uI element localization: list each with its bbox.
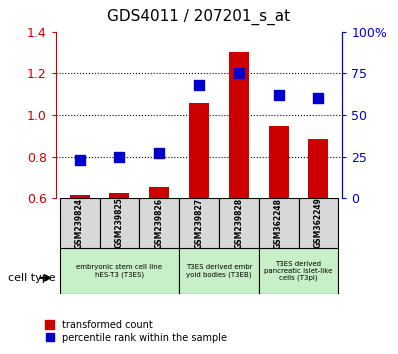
Text: cell type: cell type (8, 273, 56, 283)
Text: T3ES derived
pancreatic islet-like
cells (T3pi): T3ES derived pancreatic islet-like cells… (264, 261, 333, 281)
Bar (149, 187, 169, 198)
Bar (308, 139, 328, 198)
Point (315, 96, 322, 101)
Point (275, 92, 282, 98)
Text: GDS4011 / 207201_s_at: GDS4011 / 207201_s_at (107, 9, 291, 25)
Text: GSM239826: GSM239826 (155, 198, 164, 249)
Bar (70, 195, 90, 198)
Bar (189, 103, 209, 198)
Bar (259, 248, 338, 294)
Bar (229, 52, 249, 198)
Text: GSM239825: GSM239825 (115, 198, 124, 249)
Point (196, 82, 202, 88)
Text: embryonic stem cell line
hES-T3 (T3ES): embryonic stem cell line hES-T3 (T3ES) (76, 264, 162, 278)
Bar (259, 198, 298, 248)
Text: GSM362249: GSM362249 (314, 198, 323, 249)
Text: GSM239828: GSM239828 (234, 198, 243, 249)
Bar (139, 198, 179, 248)
Text: T3ES derived embr
yoid bodies (T3EB): T3ES derived embr yoid bodies (T3EB) (185, 264, 252, 278)
Bar (60, 198, 100, 248)
Bar (269, 126, 289, 198)
Bar (100, 198, 139, 248)
Text: GSM362248: GSM362248 (274, 198, 283, 249)
Bar (109, 193, 129, 198)
Legend: transformed count, percentile rank within the sample: transformed count, percentile rank withi… (45, 320, 227, 343)
Point (236, 71, 242, 76)
Text: GSM239827: GSM239827 (195, 198, 203, 249)
Bar (298, 198, 338, 248)
Point (76, 157, 83, 163)
Point (156, 150, 162, 156)
Bar (179, 198, 219, 248)
Bar (219, 198, 259, 248)
Point (116, 154, 123, 159)
Bar (179, 248, 259, 294)
Bar (60, 248, 179, 294)
Text: GSM239824: GSM239824 (75, 198, 84, 249)
